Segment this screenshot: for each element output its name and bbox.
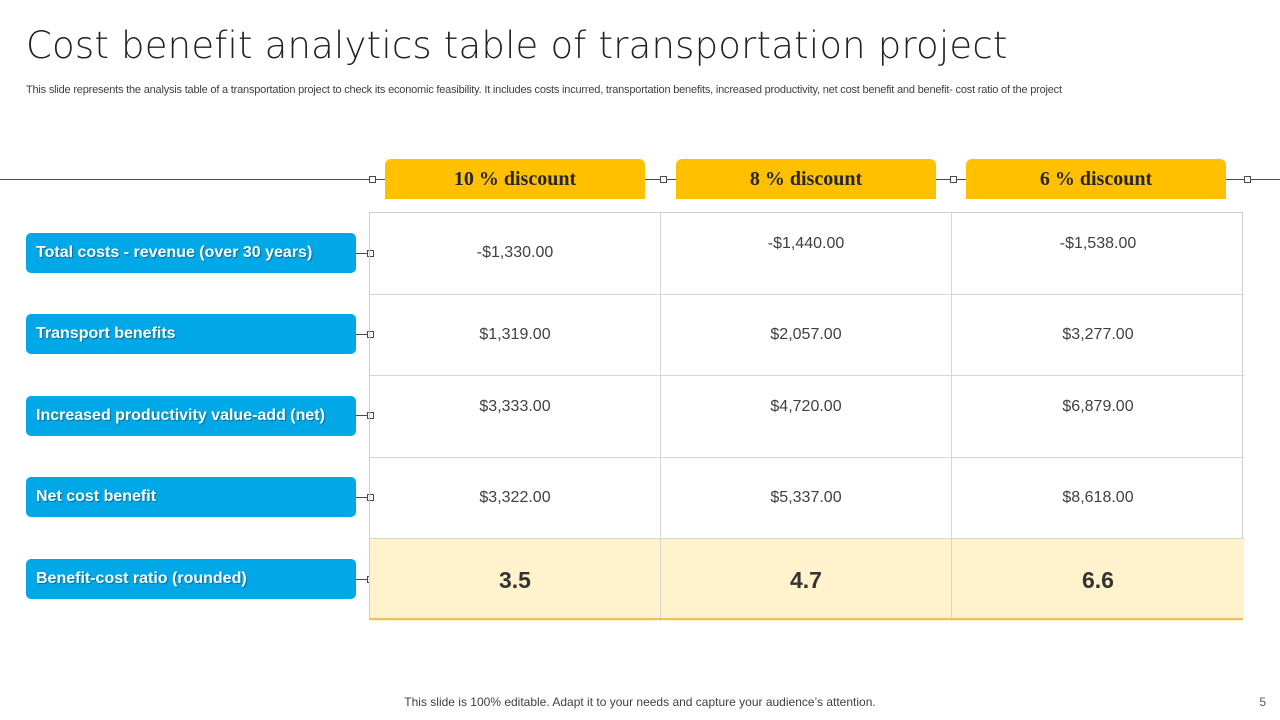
connector-node [367, 250, 374, 257]
table-cell: $2,057.00 [661, 294, 952, 377]
ratio-cell: 4.7 [661, 539, 952, 621]
slide-subtitle: This slide represents the analysis table… [26, 84, 1062, 96]
row-connector [356, 253, 370, 254]
column-header-8-discount: 8 % discount [676, 159, 936, 199]
ratio-cell: 3.5 [370, 539, 661, 621]
column-header-6-discount: 6 % discount [966, 159, 1226, 199]
row-label-transport-benefits: Transport benefits [26, 314, 356, 354]
table-cell: $5,337.00 [661, 457, 952, 540]
connector-node [950, 176, 957, 183]
slide-title: Cost benefit analytics table of transpor… [26, 24, 1008, 67]
column-header-10-discount: 10 % discount [385, 159, 645, 199]
row-connector [356, 415, 370, 416]
row-connector [356, 579, 370, 580]
table-cell: $3,322.00 [370, 457, 661, 540]
cost-benefit-table: -$1,330.00 -$1,440.00 -$1,538.00 $1,319.… [369, 212, 1244, 621]
slide-footer: This slide is 100% editable. Adapt it to… [404, 695, 876, 709]
row-label-increased-productivity: Increased productivity value-add (net) [26, 396, 356, 436]
table-cell: $4,720.00 [661, 376, 952, 458]
ratio-row-underline [369, 618, 1243, 620]
page-number: 5 [1259, 695, 1266, 709]
row-label-total-costs: Total costs - revenue (over 30 years) [26, 233, 356, 273]
connector-node [660, 176, 667, 183]
table-cell: $8,618.00 [952, 458, 1244, 540]
table-cell: $3,277.00 [952, 295, 1244, 377]
connector-node [367, 331, 374, 338]
table-cell: $6,879.00 [952, 376, 1244, 458]
table-cell: -$1,330.00 [370, 213, 661, 295]
ratio-cell: 6.6 [952, 539, 1244, 621]
row-label-net-cost-benefit: Net cost benefit [26, 477, 356, 517]
table-cell: $1,319.00 [370, 294, 661, 377]
table-cell: -$1,440.00 [661, 213, 952, 295]
row-connector [356, 334, 370, 335]
table-cell: $3,333.00 [370, 376, 661, 458]
row-connector [356, 497, 370, 498]
connector-node [367, 412, 374, 419]
connector-node [1244, 176, 1251, 183]
connector-node [367, 494, 374, 501]
row-label-benefit-cost-ratio: Benefit-cost ratio (rounded) [26, 559, 356, 599]
table-cell: -$1,538.00 [952, 213, 1244, 295]
connector-node [369, 176, 376, 183]
